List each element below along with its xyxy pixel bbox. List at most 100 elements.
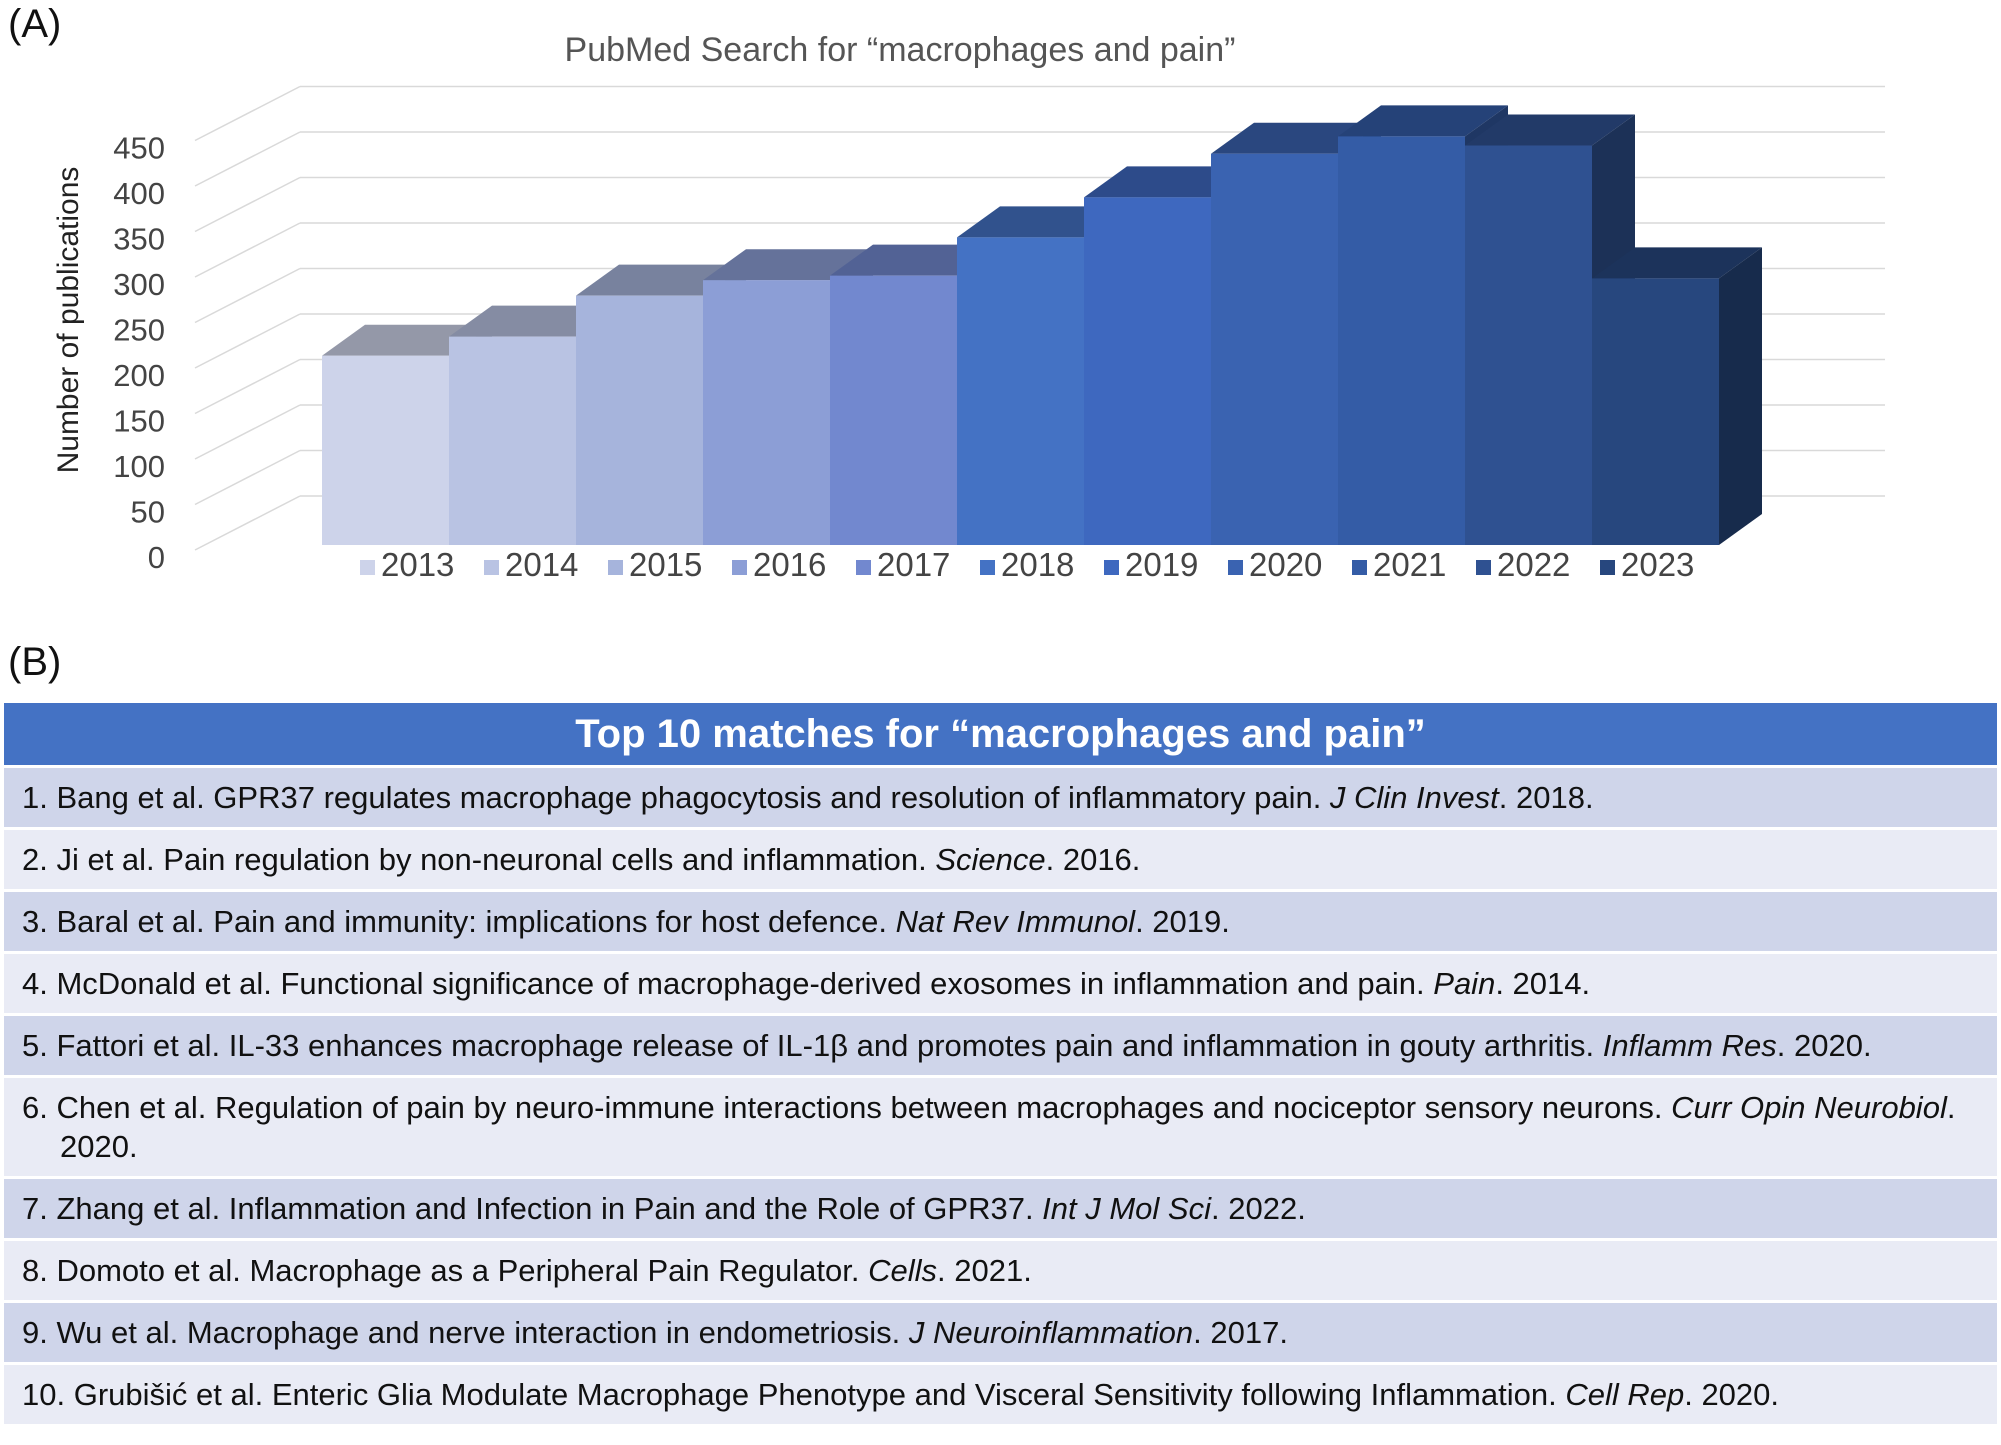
legend-swatch xyxy=(608,560,623,575)
legend-swatch xyxy=(1352,560,1367,575)
gridline-diagonal xyxy=(194,222,301,278)
table-header-row: Top 10 matches for “macrophages and pain… xyxy=(4,703,1997,768)
gridline-diagonal xyxy=(194,495,301,551)
table-row: 5. Fattori et al. IL-33 enhances macroph… xyxy=(4,1014,1997,1078)
table-row: 1. Bang et al. GPR37 regulates macrophag… xyxy=(4,766,1997,830)
table-row: 4. McDonald et al. Functional significan… xyxy=(4,952,1997,1016)
reference-year: . 2020. xyxy=(60,1090,1956,1164)
y-tick-label: 50 xyxy=(131,495,165,530)
bar-front-face xyxy=(1465,145,1592,545)
reference-cell: 9. Wu et al. Macrophage and nerve intera… xyxy=(4,1301,1997,1365)
legend-label: 2013 xyxy=(381,546,454,583)
table-header: Top 10 matches for “macrophages and pain… xyxy=(4,703,1997,768)
legend-item-2013: 2013 xyxy=(360,546,454,583)
legend-label: 2022 xyxy=(1497,546,1570,583)
bar-front-face xyxy=(1211,153,1338,545)
journal-name: Science xyxy=(935,842,1046,877)
legend-label: 2017 xyxy=(877,546,950,583)
gridline-diagonal xyxy=(194,313,301,369)
table-row: 3. Baral et al. Pain and immunity: impli… xyxy=(4,890,1997,954)
legend-label: 2015 xyxy=(629,546,702,583)
legend-swatch xyxy=(1104,560,1119,575)
legend-item-2021: 2021 xyxy=(1352,546,1446,583)
bar-front-face xyxy=(1592,278,1719,545)
reference-year: . 2020. xyxy=(1684,1377,1780,1412)
legend-label: 2016 xyxy=(753,546,826,583)
reference-cell: 4. McDonald et al. Functional significan… xyxy=(4,952,1997,1016)
bar-2023 xyxy=(1592,247,1762,545)
legend-label: 2021 xyxy=(1373,546,1446,583)
journal-name: Cells xyxy=(868,1253,938,1288)
gridline-diagonal xyxy=(194,404,301,460)
legend-item-2014: 2014 xyxy=(484,546,578,583)
gridline-diagonal xyxy=(194,131,301,187)
bar-side-face xyxy=(1719,247,1762,545)
y-axis-title: Number of publications xyxy=(52,167,85,474)
reference-cell: 3. Baral et al. Pain and immunity: impli… xyxy=(4,890,1997,954)
reference-text: 6. Chen et al. Regulation of pain by neu… xyxy=(22,1090,1672,1125)
bar-front-face xyxy=(703,280,830,545)
bar-top-face xyxy=(1465,114,1635,146)
legend-item-2015: 2015 xyxy=(608,546,702,583)
reference-cell: 8. Domoto et al. Macrophage as a Periphe… xyxy=(4,1239,1997,1303)
journal-name: Curr Opin Neurobiol xyxy=(1671,1090,1947,1125)
reference-text: 10. Grubišić et al. Enteric Glia Modulat… xyxy=(22,1377,1566,1412)
y-tick-label: 450 xyxy=(113,131,165,166)
panel-a-label: (A) xyxy=(8,2,62,46)
panel-b-label: (B) xyxy=(8,640,62,684)
bar-front-face xyxy=(1338,136,1465,545)
chart-title: PubMed Search for “macrophages and pain” xyxy=(565,31,1236,69)
gridline-diagonal xyxy=(194,176,301,233)
reference-text: 5. Fattori et al. IL-33 enhances macroph… xyxy=(22,1028,1603,1063)
gridline-diagonal xyxy=(194,358,301,415)
reference-year: . 2018. xyxy=(1498,780,1594,815)
reference-text: 1. Bang et al. GPR37 regulates macrophag… xyxy=(22,780,1330,815)
gridline-diagonal xyxy=(194,267,301,324)
bar-top-face xyxy=(1338,105,1508,137)
legend-item-2020: 2020 xyxy=(1228,546,1322,583)
legend-item-2023: 2023 xyxy=(1600,546,1694,583)
legend-swatch xyxy=(1476,560,1491,575)
y-tick-label: 300 xyxy=(113,267,165,302)
y-tick-label: 100 xyxy=(113,449,165,484)
journal-name: Cell Rep xyxy=(1565,1377,1685,1412)
table-row: 7. Zhang et al. Inflammation and Infecti… xyxy=(4,1177,1997,1241)
journal-name: Inflamm Res xyxy=(1602,1028,1777,1063)
legend-swatch xyxy=(980,560,995,575)
table-row: 2. Ji et al. Pain regulation by non-neur… xyxy=(4,828,1997,892)
reference-year: . 2020. xyxy=(1776,1028,1872,1063)
bar-front-face xyxy=(449,336,576,545)
legend-label: 2019 xyxy=(1125,546,1198,583)
y-tick-label: 350 xyxy=(113,222,165,257)
reference-text: 4. McDonald et al. Functional significan… xyxy=(22,966,1434,1001)
reference-cell: 2. Ji et al. Pain regulation by non-neur… xyxy=(4,828,1997,892)
y-tick-label: 0 xyxy=(148,540,165,575)
bar-front-face xyxy=(576,295,703,545)
bar-front-face xyxy=(830,275,957,545)
legend-swatch xyxy=(484,560,499,575)
legend-swatch xyxy=(1228,560,1243,575)
bar-top-face xyxy=(1592,247,1762,279)
reference-text: 3. Baral et al. Pain and immunity: impli… xyxy=(22,904,896,939)
legend-item-2022: 2022 xyxy=(1476,546,1570,583)
y-tick-label: 150 xyxy=(113,404,165,439)
journal-name: Int J Mol Sci xyxy=(1042,1191,1211,1226)
reference-cell: 1. Bang et al. GPR37 regulates macrophag… xyxy=(4,766,1997,830)
reference-cell: 10. Grubišić et al. Enteric Glia Modulat… xyxy=(4,1363,1997,1427)
legend-item-2017: 2017 xyxy=(856,546,950,583)
bar-front-face xyxy=(1084,197,1211,545)
y-tick-label: 200 xyxy=(113,358,165,393)
legend-item-2018: 2018 xyxy=(980,546,1074,583)
bar-front-face xyxy=(957,237,1084,546)
legend-swatch xyxy=(1600,560,1615,575)
bar-chart: 0 50 100 150 200 250 300 350 400 450 2013 2014 2015… xyxy=(52,31,1885,583)
y-tick-label: 400 xyxy=(113,176,165,211)
legend-label: 2014 xyxy=(505,546,578,583)
reference-cell: 6. Chen et al. Regulation of pain by neu… xyxy=(4,1076,1997,1179)
reference-cell: 5. Fattori et al. IL-33 enhances macroph… xyxy=(4,1014,1997,1078)
legend-label: 2018 xyxy=(1001,546,1074,583)
y-tick-labels: 0 50 100 150 200 250 300 350 400 450 xyxy=(113,131,165,576)
legend: 2013 2014 2015 2016 2017 2018 2019 2020 2021 2022… xyxy=(360,546,1694,583)
legend-swatch xyxy=(732,560,747,575)
reference-text: 2. Ji et al. Pain regulation by non-neur… xyxy=(22,842,936,877)
